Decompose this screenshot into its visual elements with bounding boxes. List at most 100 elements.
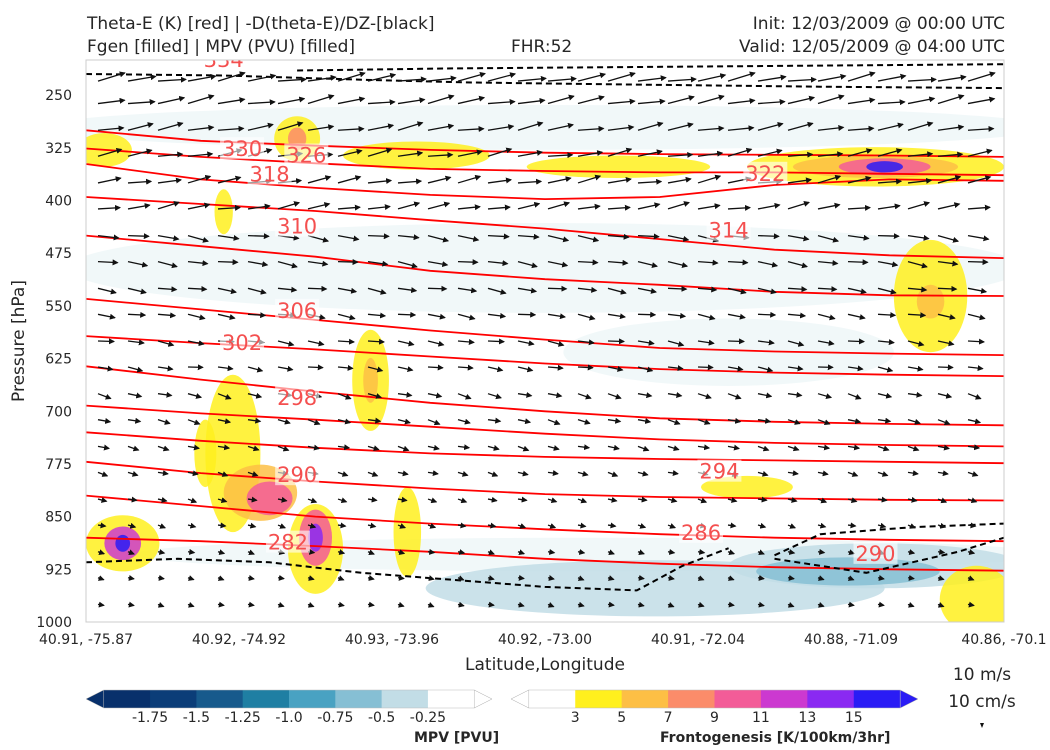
wind-vector xyxy=(157,574,165,581)
wind-vector xyxy=(847,125,875,132)
wind-vector xyxy=(397,260,418,269)
wind-vector xyxy=(457,470,469,477)
wind-vector xyxy=(517,366,534,373)
wind-vector xyxy=(817,73,847,82)
wind-vector xyxy=(277,365,294,372)
wind-vector xyxy=(397,121,424,131)
shaded-region xyxy=(86,222,1004,313)
wind-vector xyxy=(877,471,889,477)
wind-vector xyxy=(487,601,495,608)
wind-vector xyxy=(937,470,949,477)
y-tick-label: 700 xyxy=(45,404,72,420)
wind-vector xyxy=(337,148,363,157)
wind-vector xyxy=(487,575,495,581)
wind-vector xyxy=(877,574,885,581)
wind-vector xyxy=(607,204,631,211)
wind-vector xyxy=(787,470,799,477)
wind-vector xyxy=(787,574,795,581)
wind-vector xyxy=(817,497,828,504)
wind-vector xyxy=(877,178,903,185)
contour-label: 286 xyxy=(681,521,721,545)
contour-label-bg xyxy=(284,143,329,166)
wind-vector xyxy=(397,366,414,373)
wind-vector xyxy=(127,122,154,131)
wind-vector xyxy=(97,125,125,132)
wind-vector xyxy=(877,445,890,452)
wind-vector xyxy=(787,260,808,269)
wind-vector xyxy=(907,177,933,184)
wind-vector xyxy=(457,174,482,184)
wind-vector xyxy=(97,147,123,157)
wind-vector xyxy=(907,286,928,293)
contour-label-bg xyxy=(275,214,320,237)
y-axis-label: Pressure [hPa] xyxy=(9,280,29,402)
wind-vector xyxy=(367,471,379,477)
wind-vector xyxy=(487,338,505,345)
colorbar-swatch xyxy=(807,690,855,708)
wind-vector xyxy=(487,522,497,529)
wind-vector xyxy=(217,575,225,581)
wind-vector xyxy=(547,260,569,268)
wind-vector xyxy=(457,444,471,451)
wind-vector xyxy=(127,496,138,503)
wind-vector xyxy=(817,444,831,451)
wind-vector xyxy=(937,124,965,131)
wind-vector xyxy=(607,417,622,424)
y-tick-label: 850 xyxy=(45,510,72,526)
contour-label-bg xyxy=(853,541,898,564)
wind-vector xyxy=(187,522,197,529)
wind-vector xyxy=(847,234,870,241)
wind-vector xyxy=(247,549,255,556)
wind-vector xyxy=(187,313,206,321)
wind-vector xyxy=(967,125,995,132)
wind-vector xyxy=(607,444,620,451)
wind-vector xyxy=(847,522,857,529)
wind-vector xyxy=(637,574,645,581)
wind-vector xyxy=(787,95,816,105)
wind-vector xyxy=(247,312,267,319)
y-tick-label: 250 xyxy=(45,88,72,104)
wind-vector xyxy=(397,234,420,241)
theta-e-contour xyxy=(86,163,1004,201)
wind-vector xyxy=(127,522,137,529)
wind-vector xyxy=(337,497,348,504)
wind-vector xyxy=(427,392,443,399)
colorbar-swatch xyxy=(427,690,475,708)
wind-vector xyxy=(517,149,543,157)
shaded-region xyxy=(214,189,233,235)
wind-vector xyxy=(757,74,787,82)
wind-vector xyxy=(787,151,814,158)
wind-vector xyxy=(877,601,885,608)
wind-scale-arrow xyxy=(980,723,984,728)
x-tick-label: 40.92, -74.92 xyxy=(192,632,286,648)
wind-vector xyxy=(427,419,441,426)
wind-vector xyxy=(217,497,228,504)
wind-vector xyxy=(277,574,285,581)
wind-vector xyxy=(967,393,982,400)
wind-vector xyxy=(487,177,512,184)
wind-vector xyxy=(577,234,600,243)
wind-vector xyxy=(337,313,356,321)
wind-vector xyxy=(427,152,454,159)
wind-vector xyxy=(817,94,845,105)
shaded-region xyxy=(526,155,711,179)
wind-vector xyxy=(757,470,769,477)
wind-vector xyxy=(517,418,532,425)
wind-vector xyxy=(127,417,142,424)
wind-vector xyxy=(97,497,108,503)
wind-vector xyxy=(157,177,182,184)
wind-vector xyxy=(847,204,871,211)
wind-vector xyxy=(157,260,178,269)
wind-vector xyxy=(727,147,753,157)
wind-vector xyxy=(907,96,936,105)
colorbar-tick-label: -1.0 xyxy=(275,710,302,726)
y-tick-label: 325 xyxy=(45,141,72,157)
wind-vector xyxy=(877,148,903,157)
wind-vector xyxy=(337,175,362,184)
wind-vector xyxy=(877,522,887,529)
forecast-hour: FHR:52 xyxy=(511,37,573,57)
theta-e-contour xyxy=(86,494,1004,543)
wind-vector xyxy=(127,601,135,608)
wind-vector xyxy=(487,312,507,319)
wind-vector xyxy=(697,203,721,210)
